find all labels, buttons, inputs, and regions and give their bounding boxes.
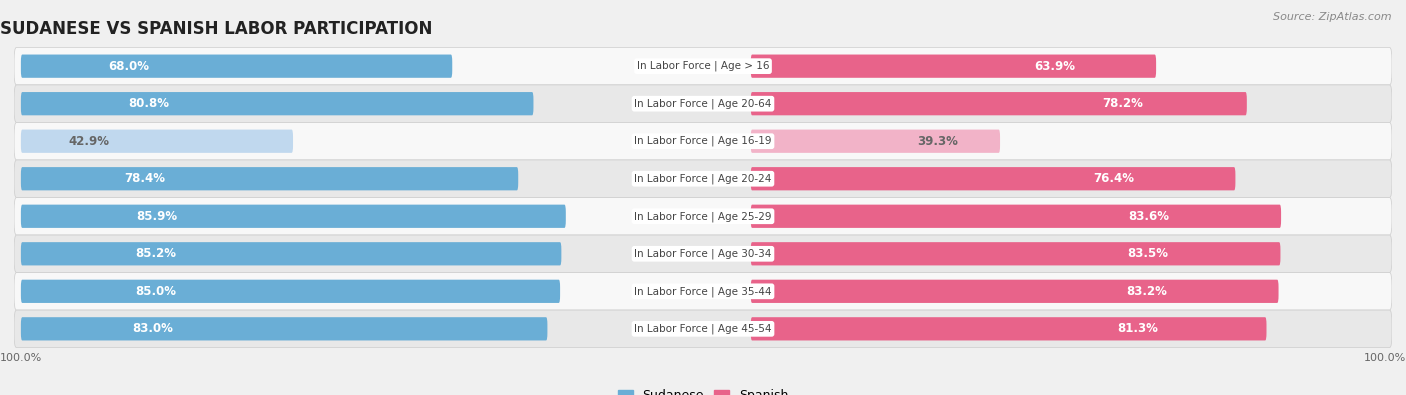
Text: 39.3%: 39.3% — [917, 135, 957, 148]
Text: 68.0%: 68.0% — [108, 60, 149, 73]
Text: In Labor Force | Age 16-19: In Labor Force | Age 16-19 — [634, 136, 772, 147]
Text: In Labor Force | Age 30-34: In Labor Force | Age 30-34 — [634, 248, 772, 259]
FancyBboxPatch shape — [14, 47, 1392, 85]
FancyBboxPatch shape — [14, 310, 1392, 348]
FancyBboxPatch shape — [14, 122, 1392, 160]
Text: 83.5%: 83.5% — [1128, 247, 1168, 260]
Text: In Labor Force | Age 20-24: In Labor Force | Age 20-24 — [634, 173, 772, 184]
Text: 76.4%: 76.4% — [1094, 172, 1135, 185]
FancyBboxPatch shape — [751, 167, 1236, 190]
Text: 85.2%: 85.2% — [135, 247, 177, 260]
Text: 78.2%: 78.2% — [1102, 97, 1143, 110]
Text: In Labor Force | Age 20-64: In Labor Force | Age 20-64 — [634, 98, 772, 109]
Text: 42.9%: 42.9% — [69, 135, 110, 148]
FancyBboxPatch shape — [751, 92, 1247, 115]
FancyBboxPatch shape — [21, 317, 547, 340]
Text: 80.8%: 80.8% — [128, 97, 170, 110]
FancyBboxPatch shape — [14, 85, 1392, 122]
FancyBboxPatch shape — [21, 130, 292, 153]
FancyBboxPatch shape — [751, 280, 1278, 303]
FancyBboxPatch shape — [14, 160, 1392, 198]
FancyBboxPatch shape — [21, 242, 561, 265]
FancyBboxPatch shape — [751, 205, 1281, 228]
Text: 85.0%: 85.0% — [135, 285, 176, 298]
FancyBboxPatch shape — [14, 235, 1392, 273]
Text: 83.6%: 83.6% — [1128, 210, 1168, 223]
Text: 85.9%: 85.9% — [136, 210, 177, 223]
Text: Source: ZipAtlas.com: Source: ZipAtlas.com — [1274, 12, 1392, 22]
Text: 63.9%: 63.9% — [1035, 60, 1076, 73]
FancyBboxPatch shape — [751, 130, 1000, 153]
Text: SUDANESE VS SPANISH LABOR PARTICIPATION: SUDANESE VS SPANISH LABOR PARTICIPATION — [0, 19, 433, 38]
Legend: Sudanese, Spanish: Sudanese, Spanish — [613, 384, 793, 395]
FancyBboxPatch shape — [21, 55, 453, 78]
FancyBboxPatch shape — [751, 317, 1267, 340]
FancyBboxPatch shape — [21, 280, 560, 303]
FancyBboxPatch shape — [21, 167, 519, 190]
Text: 83.2%: 83.2% — [1126, 285, 1167, 298]
FancyBboxPatch shape — [14, 273, 1392, 310]
Text: 81.3%: 81.3% — [1118, 322, 1159, 335]
Text: In Labor Force | Age 35-44: In Labor Force | Age 35-44 — [634, 286, 772, 297]
Text: 78.4%: 78.4% — [125, 172, 166, 185]
FancyBboxPatch shape — [14, 198, 1392, 235]
FancyBboxPatch shape — [751, 55, 1156, 78]
Text: In Labor Force | Age 25-29: In Labor Force | Age 25-29 — [634, 211, 772, 222]
FancyBboxPatch shape — [21, 92, 533, 115]
Text: In Labor Force | Age 45-54: In Labor Force | Age 45-54 — [634, 324, 772, 334]
FancyBboxPatch shape — [21, 205, 565, 228]
Text: 83.0%: 83.0% — [132, 322, 173, 335]
FancyBboxPatch shape — [751, 242, 1281, 265]
Text: In Labor Force | Age > 16: In Labor Force | Age > 16 — [637, 61, 769, 71]
